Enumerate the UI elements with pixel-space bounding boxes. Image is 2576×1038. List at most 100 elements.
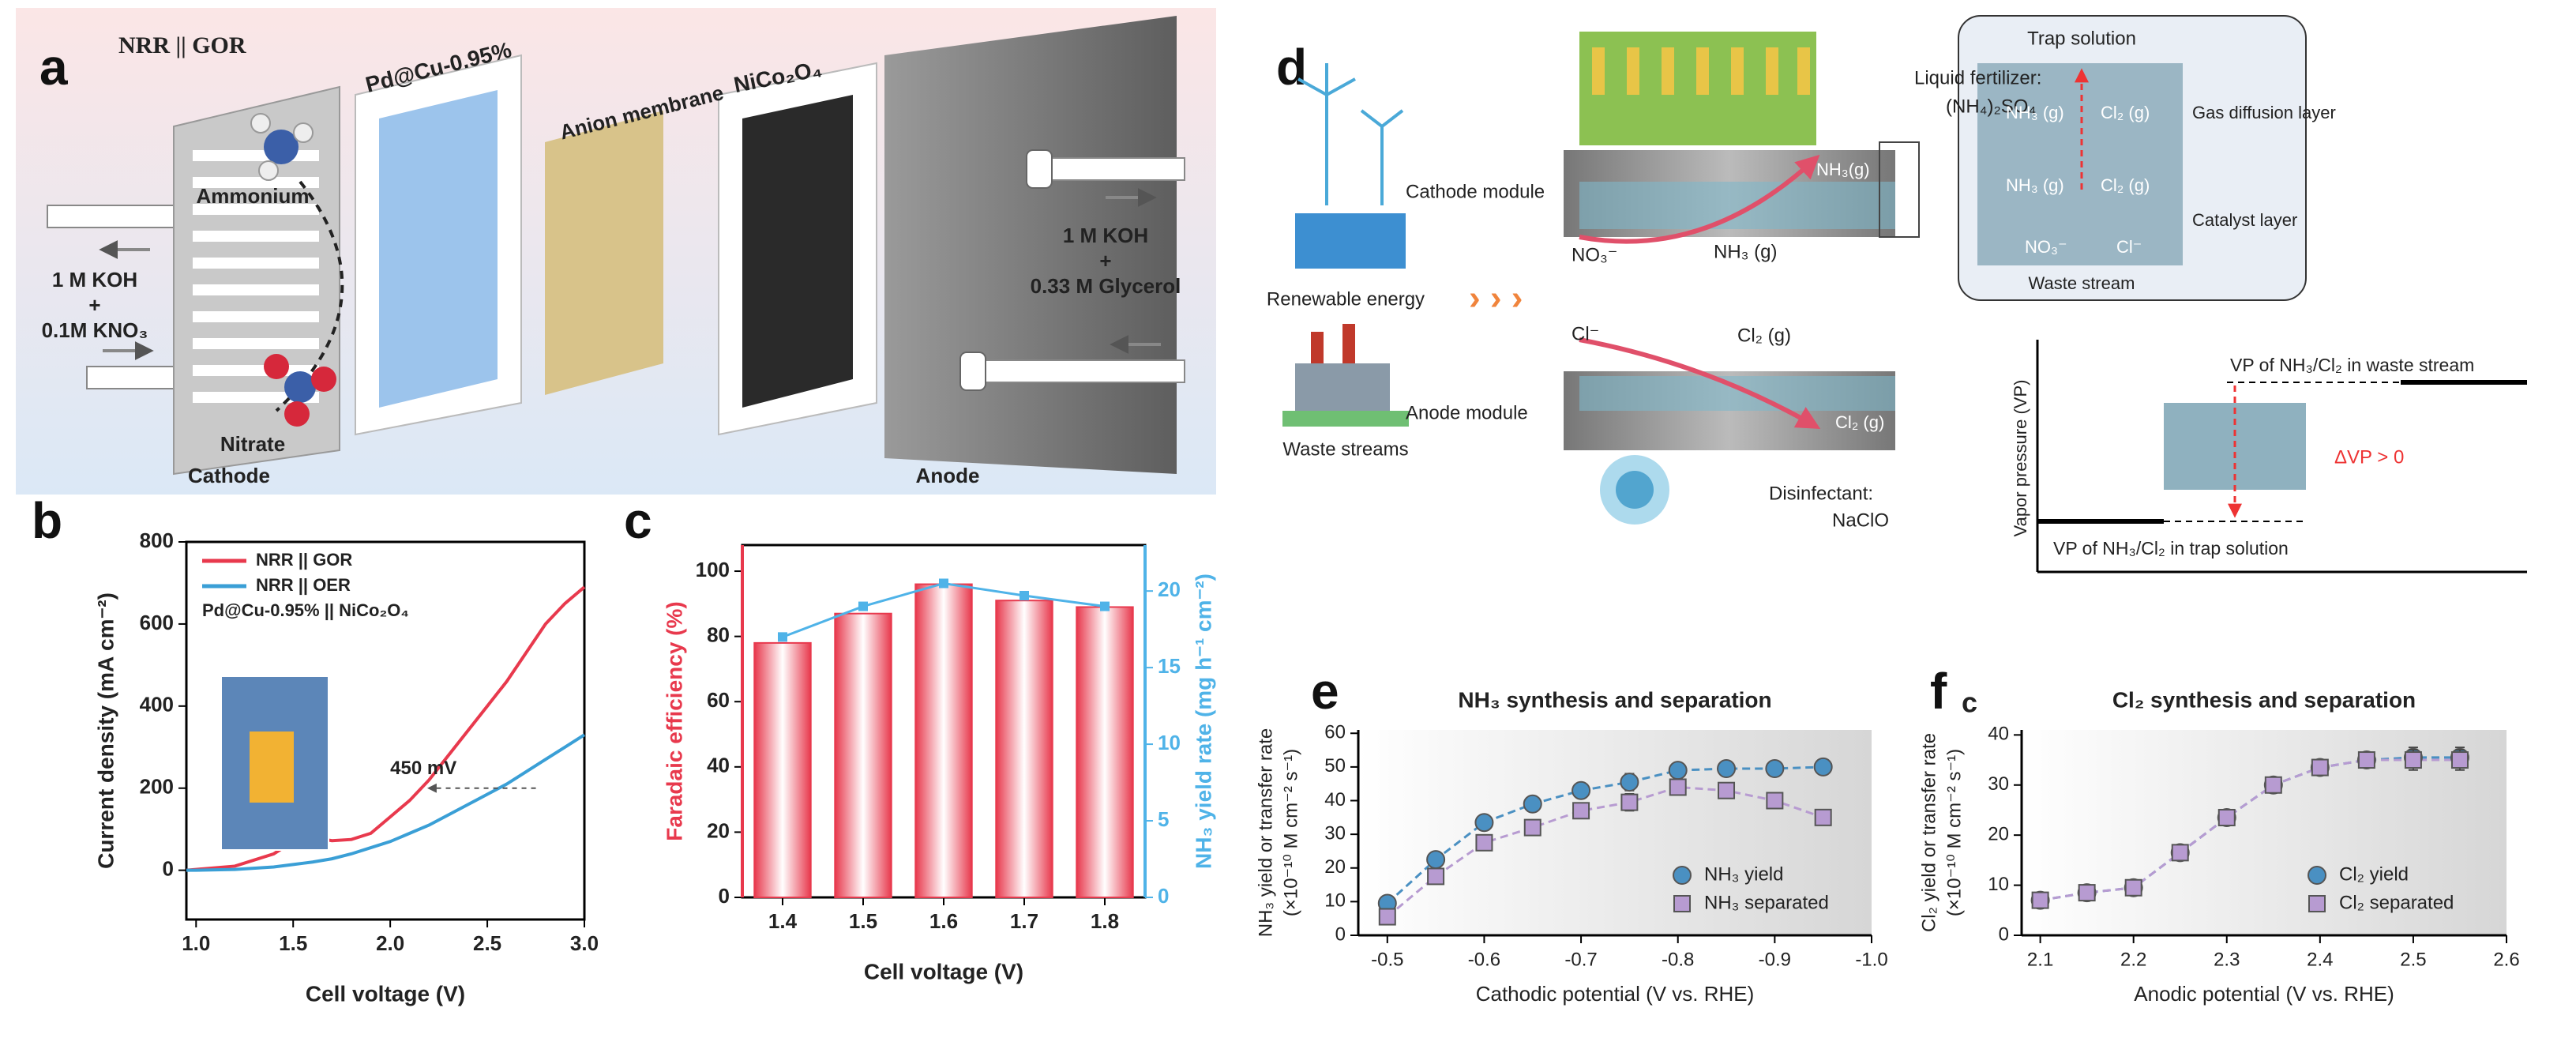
- x-tick-label: -0.5: [1371, 949, 1403, 970]
- tube: [1042, 157, 1185, 181]
- series-line: [2040, 758, 2460, 902]
- panel-a: a NRR || GOR Pd@Cu-0.95% Anion membrane …: [16, 8, 1216, 495]
- x-tick-label: 2.3: [2214, 949, 2240, 970]
- atom: [250, 113, 271, 134]
- atom: [258, 160, 279, 181]
- feed: +: [1099, 249, 1111, 273]
- panel-label: e: [1311, 663, 1339, 720]
- feed: 1 M KOH: [52, 268, 137, 291]
- y-tick-label: 60: [707, 688, 730, 712]
- y2-tick-label: 5: [1158, 807, 1169, 831]
- atom: [293, 122, 314, 143]
- bar: [834, 612, 892, 898]
- label: Cathode: [188, 464, 270, 487]
- marker: [1620, 773, 1639, 792]
- label: Nitrate: [220, 432, 285, 456]
- label: Anode module: [1406, 402, 1528, 423]
- atom: [311, 367, 336, 392]
- label: Disinfectant:: [1769, 483, 1873, 504]
- x-tick-label: 1.5: [849, 909, 877, 933]
- tube-cap: [1026, 149, 1053, 189]
- y-tick-label: 800: [140, 528, 174, 552]
- y-tick-label: 10: [1988, 874, 2009, 895]
- marker: [2264, 776, 2282, 794]
- y-axis-label: Faradaic efficiency (%): [662, 601, 686, 841]
- x-tick-label: 2.0: [376, 931, 404, 955]
- x-axis-label: Cell voltage (V): [864, 959, 1023, 983]
- series-line: [1386, 785, 1824, 918]
- plot-bg: [2022, 730, 2507, 935]
- label: NH₃ (g): [1714, 241, 1777, 262]
- marker: [1523, 794, 1542, 814]
- annotation: 450 mV: [390, 758, 456, 779]
- y-tick-label: 10: [1324, 890, 1346, 912]
- feed: 0.1M KNO₃: [42, 318, 148, 342]
- label: Catalyst layer: [2192, 210, 2297, 230]
- y2-tick-label: 20: [1158, 577, 1181, 601]
- marker: [858, 601, 868, 611]
- corn: [1592, 47, 1810, 95]
- legend-label: NH₃ separated: [1704, 892, 1829, 913]
- y2-axis-label: NH₃ yield rate (mg h⁻¹ cm⁻²): [1191, 574, 1215, 869]
- label: NaClO: [1832, 510, 1889, 531]
- y-tick-label: 40: [707, 754, 730, 777]
- y2-tick-label: 0: [1158, 884, 1169, 908]
- marker: [2311, 758, 2329, 777]
- y-tick-label: 60: [1324, 722, 1346, 743]
- legend-swatch: [1673, 895, 1691, 912]
- marker: [1100, 601, 1110, 611]
- x-tick-label: 2.2: [2120, 949, 2146, 970]
- x-tick-label: -0.6: [1468, 949, 1500, 970]
- label: Cl⁻: [1572, 323, 1599, 344]
- marker: [1378, 908, 1396, 926]
- x-axis-label: Cathodic potential (V vs. RHE): [1476, 982, 1755, 1006]
- x-tick-label: -1.0: [1855, 949, 1887, 970]
- title: NRR || GOR: [118, 32, 246, 58]
- inset-device: [250, 731, 294, 803]
- atom: [284, 371, 316, 403]
- catalyst-area: [379, 90, 498, 408]
- tube: [978, 359, 1185, 383]
- inset-image: [1977, 63, 2183, 265]
- y-tick-label: 30: [1988, 773, 2009, 795]
- marker: [1718, 781, 1736, 799]
- x-tick-label: 2.5: [473, 931, 501, 955]
- x-tick-label: 1.7: [1010, 909, 1038, 933]
- x-tick-label: 2.1: [2027, 949, 2053, 970]
- marker: [1620, 793, 1639, 811]
- legend-swatch: [2308, 895, 2326, 912]
- label: NH₃(g): [1816, 160, 1870, 179]
- marker: [1020, 590, 1029, 600]
- marker: [1717, 759, 1737, 779]
- series-line: [1386, 765, 1823, 904]
- marker: [1814, 808, 1832, 826]
- tube-cap: [959, 352, 986, 391]
- panel-label: a: [39, 39, 68, 96]
- y-tick-label: 0: [719, 884, 730, 908]
- panel-label: f: [1930, 663, 1947, 720]
- label: VP of NH₃/Cl₂ in trap solution: [2053, 538, 2289, 558]
- chevrons: › › ›: [1469, 279, 1523, 318]
- y-tick-label: 0: [1335, 923, 1346, 945]
- x-tick-label: 1.8: [1091, 909, 1119, 933]
- label: Cl⁻: [2116, 237, 2142, 257]
- tube: [86, 366, 182, 389]
- atom: [284, 401, 310, 427]
- marker: [1669, 778, 1687, 796]
- legend-label: Cl₂ yield: [2339, 863, 2409, 885]
- atom: [264, 130, 299, 164]
- marker: [2124, 878, 2142, 897]
- legend-swatch: [2308, 866, 2326, 885]
- marker: [1427, 867, 1445, 886]
- spray: [1616, 471, 1654, 509]
- label: Cl₂ (g): [1835, 412, 1884, 432]
- legend-label: NRR || GOR: [256, 550, 352, 570]
- y-axis-label: Current density (mA cm⁻²): [93, 592, 118, 869]
- y-tick-label: 20: [707, 818, 730, 842]
- legend-swatch: [1673, 866, 1692, 885]
- y-tick-label: 0: [163, 857, 174, 881]
- marker: [1765, 759, 1785, 779]
- stray-label: c: [1962, 686, 1977, 719]
- plot-bg: [1358, 730, 1872, 935]
- panel-label: d: [1276, 39, 1307, 96]
